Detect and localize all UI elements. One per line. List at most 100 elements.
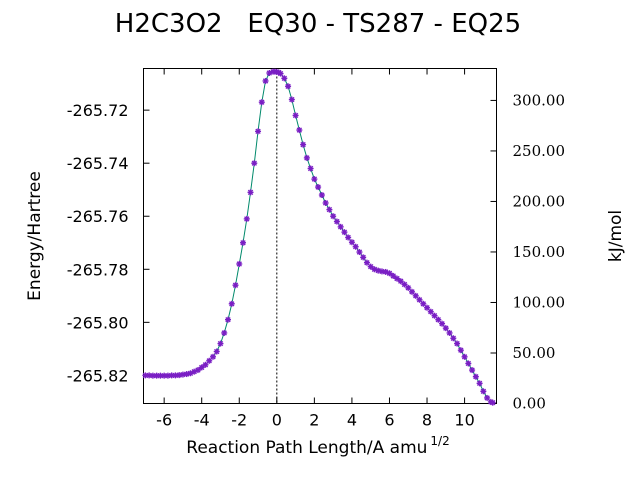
data-point (431, 312, 438, 319)
x-tick-label: 2 (309, 411, 319, 430)
x-tick-label: 10 (454, 411, 474, 430)
data-point (352, 243, 359, 250)
data-point (236, 260, 243, 267)
data-point (457, 347, 464, 354)
data-point (416, 296, 423, 303)
data-point (281, 75, 288, 82)
data-point (345, 234, 352, 241)
axis-ticks (143, 68, 497, 404)
data-point (397, 278, 404, 285)
plot-frame (143, 68, 497, 404)
data-point (311, 176, 318, 183)
data-point (390, 272, 397, 279)
data-point (427, 308, 434, 315)
data-point (300, 141, 307, 148)
data-point (476, 380, 483, 387)
data-point (442, 325, 449, 332)
data-point (296, 127, 303, 134)
data-point (330, 213, 337, 220)
data-point (446, 329, 453, 336)
energy-series (142, 68, 496, 406)
data-point (326, 206, 333, 213)
data-point (206, 357, 213, 364)
series-line (145, 71, 493, 404)
data-point (258, 99, 265, 106)
data-point (348, 239, 355, 246)
data-point (198, 364, 205, 371)
x-tick-label: -6 (156, 411, 172, 430)
y2-tick-label: 50.00 (513, 344, 556, 362)
data-point (221, 329, 228, 336)
data-point (224, 316, 231, 323)
data-point (393, 275, 400, 282)
data-point (318, 192, 325, 199)
x-tick-labels: -6 -4 -2 0 2 4 6 8 10 (156, 411, 475, 430)
data-point (484, 394, 491, 401)
y-tick-label: -265.74 (67, 154, 129, 173)
data-point (363, 259, 370, 266)
x-tick-label: 4 (347, 411, 357, 430)
data-point (333, 218, 340, 225)
data-point (341, 229, 348, 236)
data-point (240, 239, 247, 246)
data-point (292, 112, 299, 119)
data-point (164, 372, 171, 379)
y2-tick-label: 150.00 (513, 243, 566, 261)
data-point (472, 373, 479, 380)
y-tick-label: -265.82 (67, 366, 129, 385)
y2-axis-label: kJ/mol (606, 210, 626, 262)
y-tick-label: -265.80 (67, 313, 129, 332)
data-point (360, 254, 367, 261)
data-point (285, 83, 292, 90)
y-tick-label: -265.72 (67, 101, 129, 120)
y2-tick-label: 200.00 (513, 192, 566, 210)
y2-tick-label: 250.00 (513, 142, 566, 160)
data-point (307, 165, 314, 172)
data-point (255, 128, 262, 135)
x-tick-label: -2 (231, 411, 247, 430)
data-point (412, 292, 419, 299)
data-point (315, 184, 322, 191)
chart-title: H2C3O2 EQ30 - TS287 - EQ25 (115, 9, 521, 39)
y2-tick-label: 100.00 (513, 293, 566, 311)
data-point (322, 199, 329, 206)
y2-tick-label: 300.00 (513, 91, 566, 109)
data-point (277, 70, 284, 77)
data-point (465, 360, 472, 367)
data-point (367, 263, 374, 270)
y2-tick-label: 0.00 (513, 395, 546, 413)
data-point (194, 367, 201, 374)
data-point (356, 249, 363, 256)
data-point (435, 316, 442, 323)
data-point (461, 353, 468, 360)
data-point (424, 304, 431, 311)
data-point (243, 215, 250, 222)
data-point (251, 160, 258, 167)
data-point (303, 154, 310, 161)
data-point (209, 353, 216, 360)
y-axis-label: Energy/Hartree (25, 171, 45, 301)
data-point (480, 388, 487, 395)
data-point (202, 361, 209, 368)
x-tick-label: 0 (272, 411, 282, 430)
x-tick-label: -4 (194, 411, 210, 430)
data-point (386, 270, 393, 277)
data-point (288, 96, 295, 103)
data-point (454, 340, 461, 347)
y-tick-label: -265.76 (67, 207, 129, 226)
x-tick-label: 8 (422, 411, 432, 430)
y-tick-label: -265.78 (67, 260, 129, 279)
data-point (247, 189, 254, 196)
data-point (489, 399, 496, 406)
data-point (228, 300, 235, 307)
y2-tick-labels: 300.00 250.00 200.00 150.00 100.00 50.00 0.00 (513, 91, 566, 412)
data-point (371, 266, 378, 273)
data-point (213, 348, 220, 355)
data-point (469, 367, 476, 374)
data-point (450, 335, 457, 342)
data-point (420, 300, 427, 307)
data-point (439, 320, 446, 327)
data-point (232, 282, 239, 289)
data-point (217, 340, 224, 347)
